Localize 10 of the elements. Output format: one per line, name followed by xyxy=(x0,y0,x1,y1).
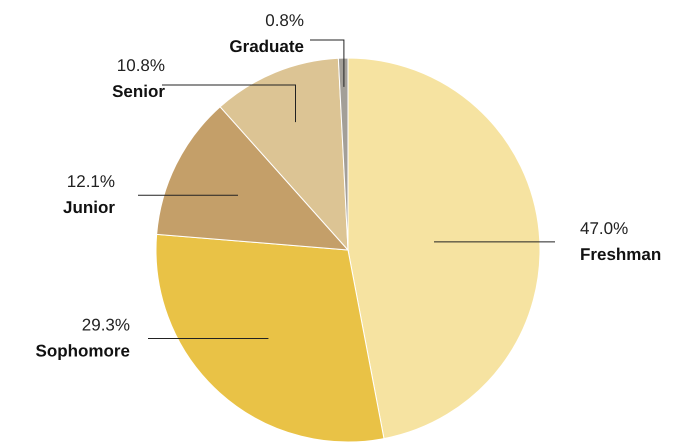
data-label: 0.8% xyxy=(265,11,304,30)
slice-label: Freshman xyxy=(580,244,662,264)
data-label: 47.0% xyxy=(580,218,628,238)
data-label: 12.1% xyxy=(66,172,115,192)
data-label: 10.8% xyxy=(116,56,165,75)
slice-label: Sophomore xyxy=(36,342,130,361)
slice-label: Junior xyxy=(63,198,116,218)
slice-label: Senior xyxy=(112,82,166,101)
data-label: 29.3% xyxy=(82,316,130,335)
slice-label: Graduate xyxy=(229,37,304,56)
